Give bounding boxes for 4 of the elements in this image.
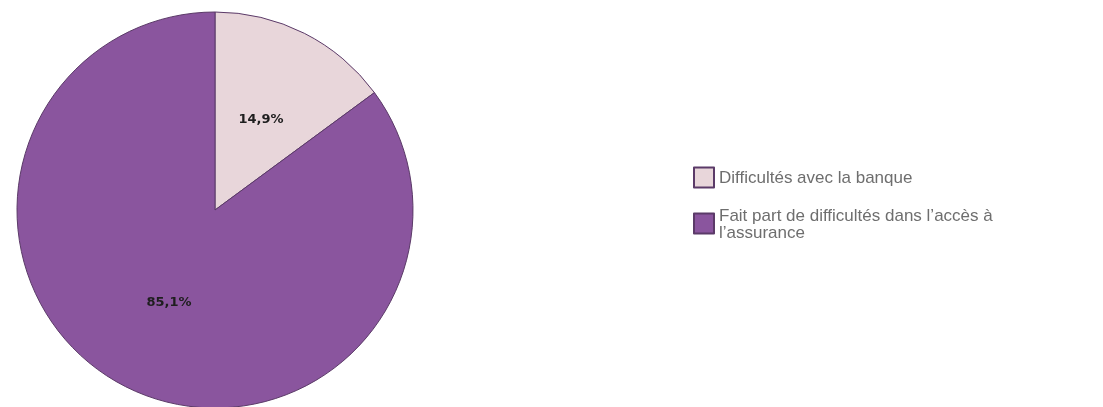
data-label: 85,1% bbox=[146, 293, 192, 309]
data-label: 14,9% bbox=[238, 111, 284, 127]
legend-label: Fait part de difficultés dans l’accès à l’assurance bbox=[719, 205, 998, 242]
legend-label: Difficultés avec la banque bbox=[719, 168, 913, 187]
